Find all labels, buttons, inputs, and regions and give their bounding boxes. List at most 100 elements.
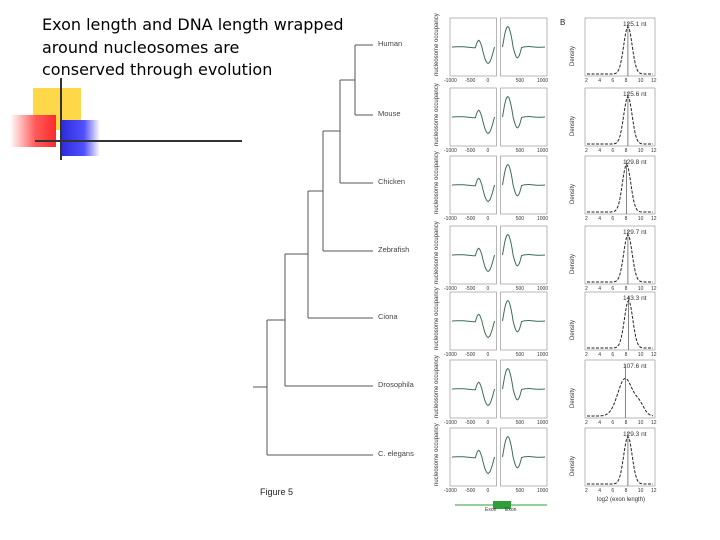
density-ylabel: Density <box>570 253 576 274</box>
density-xtick: 6 <box>611 148 615 154</box>
density-ylabel: Density <box>570 319 576 340</box>
density-panel-frame <box>584 427 656 487</box>
occupancy-xtick: 1000 <box>537 216 549 222</box>
occupancy-xtick: 500 <box>515 286 525 292</box>
density-xtick: 6 <box>611 352 615 358</box>
species-label: Mouse <box>378 109 401 118</box>
occupancy-panel-frame <box>500 225 548 285</box>
occupancy-panel-frame <box>500 291 548 351</box>
figure-caption: Figure 5 <box>260 487 294 497</box>
density-xtick: 2 <box>585 216 588 222</box>
occupancy-panel-frame <box>449 427 497 487</box>
density-ylabel: Density <box>570 387 576 408</box>
occupancy-panel-frame <box>449 225 497 285</box>
density-xtick: 4 <box>598 216 601 222</box>
occupancy-curve <box>452 177 495 202</box>
occupancy-xtick: -500 <box>465 148 476 154</box>
density-xlabel: log2 (exon length) <box>597 497 646 503</box>
density-ylabel: Density <box>570 115 576 136</box>
density-xtick: 12 <box>651 352 657 358</box>
occupancy-xtick: -1000 <box>444 420 457 426</box>
occupancy-xtick: 0 <box>486 352 490 358</box>
red-square-decoration <box>10 115 56 147</box>
occupancy-panel-frame <box>500 17 548 77</box>
occupancy-panel-frame <box>449 155 497 215</box>
occupancy-xtick: -1000 <box>444 286 457 292</box>
density-xtick: 10 <box>637 420 644 426</box>
occupancy-xtick: -500 <box>465 420 476 426</box>
density-xtick: 2 <box>585 148 588 154</box>
peak-length-label: 107.6 nt <box>623 363 647 370</box>
occupancy-panel-frame <box>449 359 497 419</box>
exon-box <box>493 501 511 509</box>
density-curve <box>587 25 653 75</box>
density-curve <box>587 377 654 417</box>
density-xtick: 10 <box>637 286 644 292</box>
peak-length-label: 125.6 nt <box>623 91 647 98</box>
occupancy-xtick: 500 <box>515 352 525 358</box>
species-label: Chicken <box>378 177 406 186</box>
density-curve <box>587 163 653 213</box>
occupancy-xtick: 1000 <box>537 488 549 494</box>
density-ylabel: Density <box>570 455 576 476</box>
density-xtick: 10 <box>637 488 644 494</box>
occupancy-xtick: -1000 <box>444 216 457 222</box>
slide-title: Exon length and DNA length wrapped aroun… <box>42 15 344 79</box>
occupancy-xtick: -500 <box>465 216 476 222</box>
occupancy-curve <box>502 95 546 129</box>
occupancy-xtick: 0 <box>486 78 490 84</box>
density-xtick: 8 <box>624 216 628 222</box>
density-ylabel: Density <box>570 45 576 66</box>
occupancy-xtick: 1000 <box>537 352 549 358</box>
occupancy-ylabel: nucleosome occupancy <box>434 13 440 76</box>
density-xtick: 6 <box>611 78 615 84</box>
occupancy-xtick: 500 <box>515 420 525 426</box>
density-ylabel: Density <box>570 183 576 204</box>
horizontal-line-decoration <box>35 140 242 142</box>
occupancy-xtick: 1000 <box>537 148 549 154</box>
occupancy-curve <box>452 109 495 134</box>
occupancy-xtick: -500 <box>465 286 476 292</box>
density-xtick: 12 <box>651 148 657 154</box>
occupancy-xtick: 0 <box>486 286 490 292</box>
exon-label: Exon <box>485 507 497 513</box>
species-label: Drosophila <box>378 380 414 389</box>
occupancy-xtick: -1000 <box>444 352 457 358</box>
density-xtick: 8 <box>624 78 628 84</box>
occupancy-curve <box>452 449 495 474</box>
density-panel-frame <box>584 17 656 77</box>
occupancy-curve <box>502 25 546 59</box>
blue-square-decoration <box>60 120 100 156</box>
occupancy-curve <box>452 381 495 406</box>
occupancy-ylabel: nucleosome occupancy <box>434 287 440 350</box>
density-xtick: 8 <box>624 488 628 494</box>
occupancy-xtick: 0 <box>486 488 490 494</box>
density-xtick: 6 <box>611 286 615 292</box>
panel-letter: B <box>560 18 566 27</box>
density-xtick: 6 <box>611 488 615 494</box>
density-xtick: 10 <box>637 78 644 84</box>
species-label: Ciona <box>378 312 398 321</box>
occupancy-xtick: -1000 <box>444 488 457 494</box>
density-panel-frame <box>584 155 656 215</box>
occupancy-xtick: -1000 <box>444 148 457 154</box>
occupancy-panel-frame <box>500 359 548 419</box>
density-xtick: 2 <box>585 420 588 426</box>
density-xtick: 4 <box>598 488 601 494</box>
density-xtick: 8 <box>624 352 628 358</box>
peak-length-label: 143.3 nt <box>623 295 647 302</box>
occupancy-panel-frame <box>449 291 497 351</box>
density-xtick: 2 <box>585 286 588 292</box>
occupancy-panel-frame <box>500 87 548 147</box>
density-xtick: 8 <box>624 286 628 292</box>
density-xtick: 8 <box>624 148 628 154</box>
species-label: Zebrafish <box>378 245 410 254</box>
density-xtick: 12 <box>651 286 657 292</box>
occupancy-xtick: 1000 <box>537 420 549 426</box>
density-xtick: 6 <box>611 420 615 426</box>
density-curve <box>587 95 653 145</box>
peak-length-label: 129.7 nt <box>623 229 647 236</box>
figure-5: Human Mouse Chicken Zebrafish Ciona Drosophil… <box>245 0 665 515</box>
occupancy-xtick: 0 <box>486 148 490 154</box>
density-xtick: 4 <box>598 352 601 358</box>
